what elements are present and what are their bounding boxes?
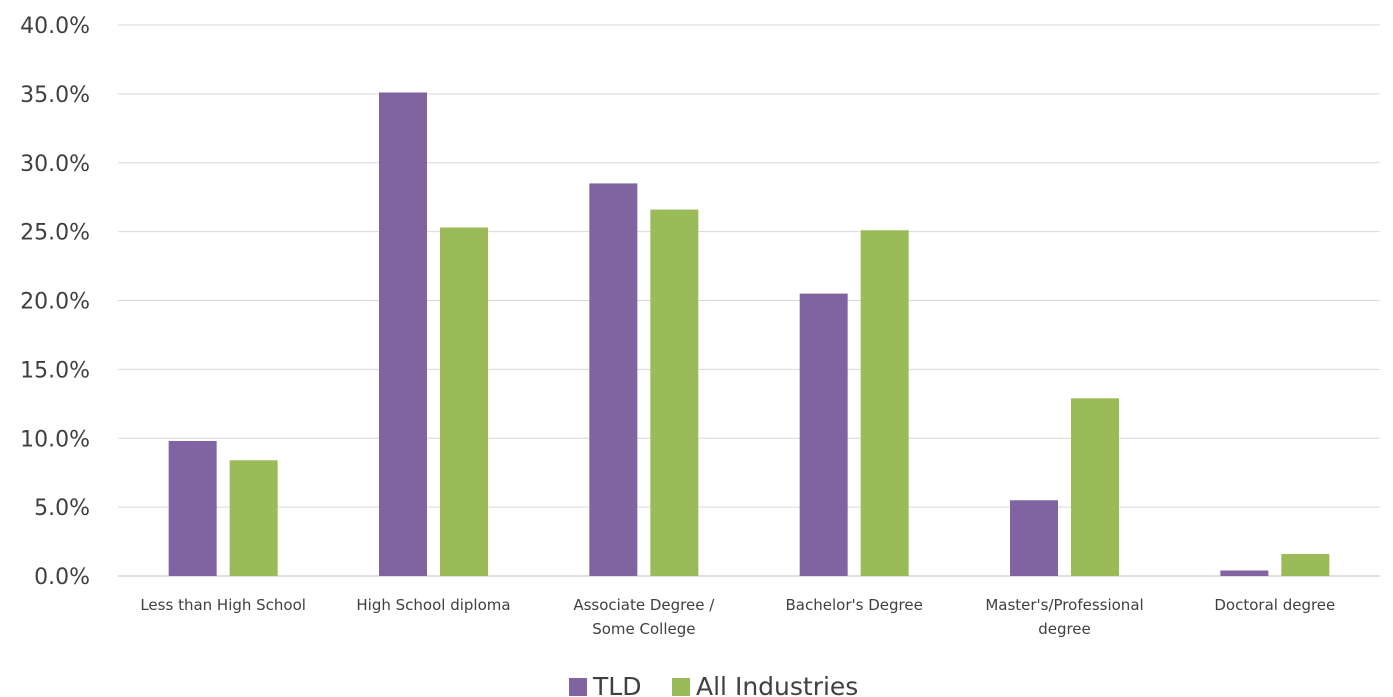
x-category-label: Associate Degree / [573,596,715,614]
gridlines [118,24,1380,577]
bar-tld [1010,500,1058,576]
legend-swatch [569,678,587,696]
bar-tld [379,92,427,576]
x-category-label: Bachelor's Degree [786,596,923,614]
bar-all-industries [440,227,488,576]
y-tick-label: 5.0% [34,496,90,521]
x-category-label: Less than High School [140,596,306,614]
x-category-label: Some College [592,620,695,638]
bar-all-industries [860,230,909,576]
bar-all-industries [650,209,699,576]
y-tick-label: 0.0% [34,565,90,590]
bar-tld [168,441,217,576]
bar-tld [589,183,638,576]
y-tick-label: 35.0% [20,83,90,108]
y-tick-label: 25.0% [20,221,90,246]
x-category-label: degree [1038,620,1091,638]
legend: TLD All Industries [569,672,858,697]
x-category-label: Master's/Professional [985,596,1143,614]
bar-all-industries [229,460,278,576]
x-axis-category-labels: Less than High School High School diploma… [140,596,1335,638]
x-category-label: Doctoral degree [1214,596,1335,614]
bar-all-industries [1071,398,1119,576]
y-tick-label: 20.0% [20,290,90,315]
bars [168,92,1330,576]
bar-all-industries [1281,553,1330,576]
y-tick-label: 40.0% [20,14,90,39]
bar-tld [799,293,848,576]
bar-tld [1220,570,1269,576]
legend-swatch [672,678,690,696]
y-tick-label: 30.0% [20,152,90,177]
y-tick-label: 15.0% [20,358,90,383]
y-tick-label: 10.0% [20,427,90,452]
legend-label: TLD [592,672,641,697]
legend-label: All Industries [696,672,858,697]
y-axis-ticks: 0.0% 5.0% 10.0% 15.0% 20.0% 25.0% 30.0% 35.0% 40… [20,14,90,590]
x-category-label: High School diploma [356,596,510,614]
